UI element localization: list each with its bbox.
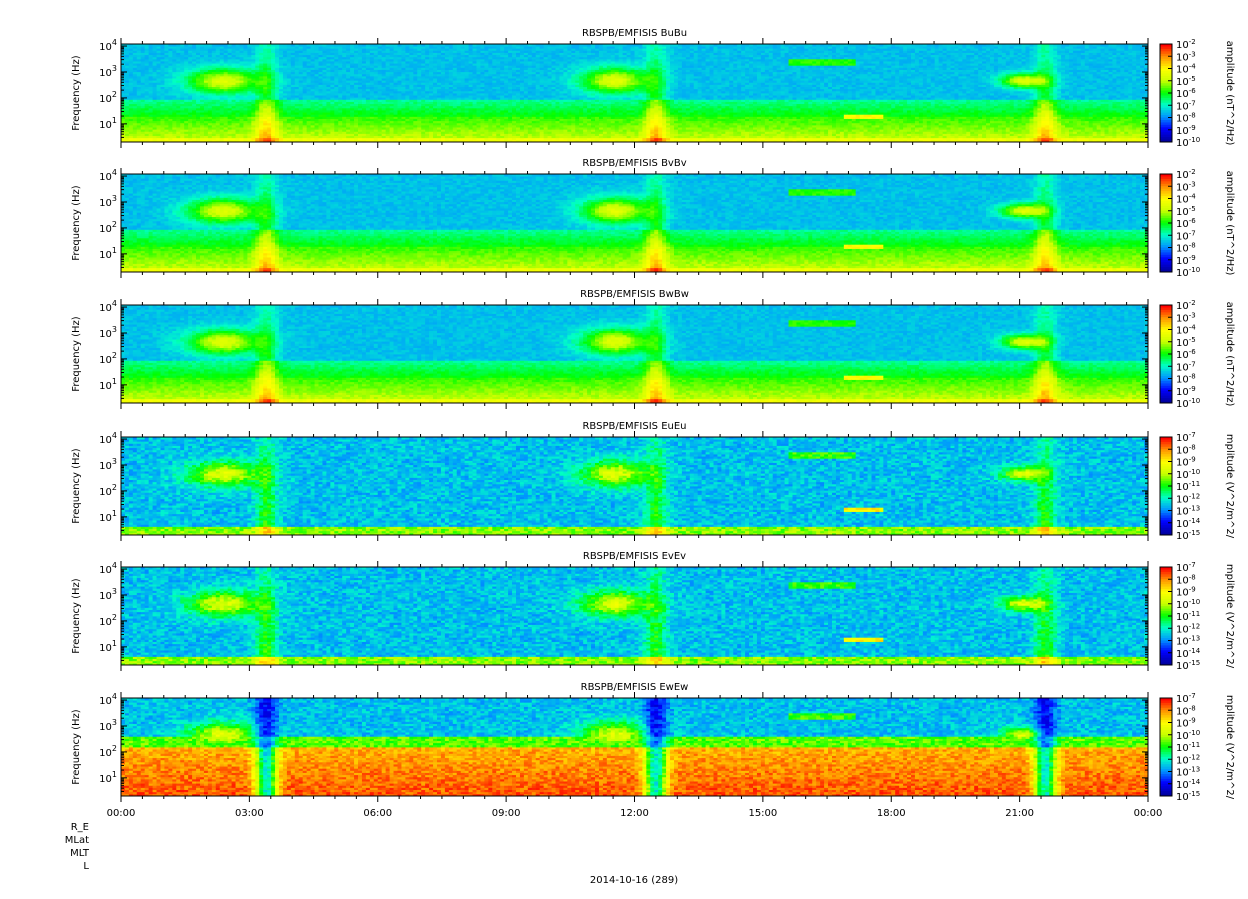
spectrogram-cells: [121, 44, 1148, 142]
